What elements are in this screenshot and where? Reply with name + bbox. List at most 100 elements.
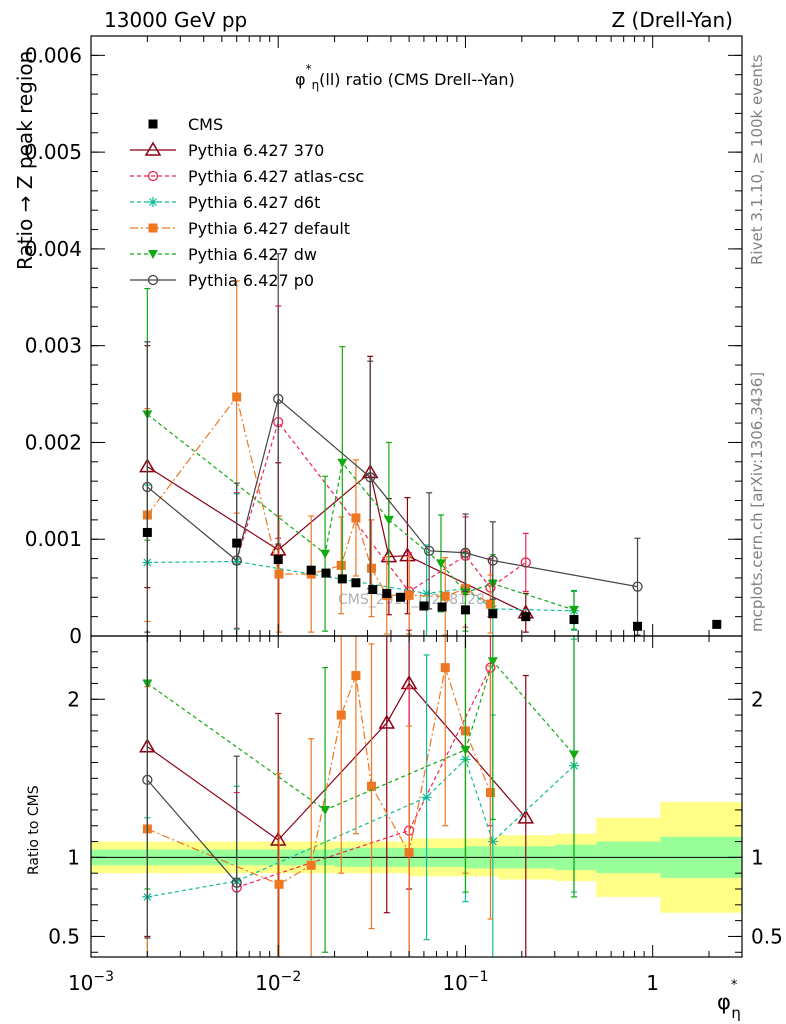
ratio-point-default — [274, 879, 284, 889]
top-point-d6t — [421, 588, 432, 599]
y-tick-label-ratio: 2 — [67, 687, 80, 711]
ratio-point-dw — [460, 745, 471, 755]
legend-entry: Pythia 6.427 p0 — [130, 271, 314, 290]
y-axis-label-top: Ratio → Z peak region — [13, 51, 37, 270]
ratio-point-d6t — [487, 836, 498, 847]
ratio-point-p0 — [231, 877, 242, 888]
y-tick-label-top: 0.001 — [25, 527, 82, 551]
header-left-label: 13000 GeV pp — [104, 8, 247, 32]
y-tick-label-ratio-right: 1 — [751, 845, 764, 869]
ratio-line-p0 — [146, 779, 238, 884]
y-tick-label-top: 0.003 — [25, 334, 82, 358]
top-point-CMS — [337, 574, 347, 584]
top-point-default — [440, 591, 450, 601]
top-point-default — [485, 599, 495, 609]
ratio-point-default — [306, 860, 316, 870]
top-point-p0 — [460, 547, 471, 558]
legend-label-dw: Pythia 6.427 dw — [188, 245, 317, 264]
ratio-series-dw — [142, 636, 579, 953]
top-panel-series — [139, 253, 722, 636]
y-tick-label-top: 0.006 — [25, 43, 82, 67]
legend-entry: Pythia 6.427 d6t — [130, 193, 320, 212]
legend-marker-CMS — [148, 119, 158, 129]
top-point-p0 — [632, 581, 643, 592]
ratio-point-370 — [517, 809, 535, 824]
y-tick-label-ratio-right: 2 — [751, 687, 764, 711]
x-tick-label-exponent: −2 — [281, 969, 302, 985]
top-point-p0 — [424, 545, 435, 556]
top-point-CMS — [460, 605, 470, 615]
title-rest: (ll) ratio (CMS Drell--Yan) — [319, 70, 515, 89]
legend-marker-p0 — [147, 274, 159, 286]
top-point-CMS — [569, 615, 579, 625]
top-point-dw — [337, 458, 348, 468]
x-tick-label-exponent: −1 — [468, 969, 489, 985]
ratio-series-p0 — [142, 636, 242, 957]
top-point-dw — [460, 588, 471, 598]
ratio-panel-series — [139, 636, 579, 957]
ratio-point-default — [351, 671, 361, 681]
top-line-dw — [146, 413, 575, 611]
top-point-CMS — [419, 601, 429, 611]
top-point-p0 — [231, 555, 242, 566]
top-point-CMS — [232, 538, 242, 548]
ratio-point-dw — [487, 657, 498, 667]
y-tick-label-top: 0.004 — [25, 237, 82, 261]
top-point-CMS — [273, 555, 283, 565]
ratio-series-atlas-csc — [231, 636, 496, 957]
top-point-CMS — [368, 585, 378, 595]
legend-marker-d6t — [148, 197, 158, 207]
top-point-p0 — [487, 555, 498, 566]
title-star: * — [306, 62, 312, 76]
top-point-dw — [568, 605, 579, 615]
ratio-point-d6t — [421, 792, 432, 803]
ratio-line-370 — [147, 682, 527, 841]
top-series-default — [142, 280, 495, 636]
legend-entry: Pythia 6.427 default — [130, 219, 350, 238]
legend-entry: Pythia 6.427 dw — [130, 245, 317, 264]
y-tick-label-top: 0.005 — [25, 140, 82, 164]
title-phi: φ — [295, 70, 306, 89]
ratio-point-default — [440, 663, 450, 673]
legend-entry: CMS — [148, 115, 223, 134]
ratio-line-default — [147, 667, 492, 885]
y-tick-label-top: 0.002 — [25, 430, 82, 454]
top-point-CMS — [488, 609, 498, 619]
legend-marker-atlas-csc — [147, 170, 159, 182]
x-tick-label-base: 10 — [255, 971, 280, 995]
top-point-default — [367, 563, 377, 573]
top-point-p0 — [365, 472, 376, 483]
ratio-point-p0 — [142, 774, 153, 786]
legend-marker-370 — [144, 141, 162, 156]
header-right-label: Z (Drell-Yan) — [611, 8, 733, 32]
legend-marker-dw — [148, 250, 158, 259]
top-point-CMS — [306, 565, 316, 575]
y-tick-label-ratio: 1 — [67, 845, 80, 869]
legend-label-CMS: CMS — [188, 115, 223, 134]
ratio-point-dw — [320, 805, 331, 815]
legend-label-atlas-csc: Pythia 6.427 atlas-csc — [188, 167, 364, 186]
ratio-point-default — [404, 848, 414, 858]
x-tick-label: 10−1 — [442, 969, 488, 995]
top-point-CMS — [396, 592, 406, 602]
top-series-p0 — [142, 253, 643, 636]
x-tick-label-exponent: −3 — [93, 969, 114, 985]
ratio-line-dw — [147, 660, 575, 811]
legend-entry: Pythia 6.427 370 — [130, 141, 324, 160]
top-point-370 — [399, 547, 416, 562]
top-point-370 — [269, 541, 287, 556]
top-point-default — [232, 392, 242, 402]
top-point-p0 — [273, 393, 284, 405]
x-tick-label: 10−2 — [255, 969, 301, 995]
ratio-point-370 — [378, 714, 396, 729]
top-series-CMS — [142, 527, 722, 631]
legend-entry: Pythia 6.427 atlas-csc — [130, 167, 364, 186]
top-point-dw — [435, 559, 446, 569]
mcplots-label: mcplots.cern.ch [arXiv:1306.3436] — [748, 372, 766, 632]
xlabel-eta: η — [731, 1004, 741, 1022]
top-point-dw — [383, 515, 394, 525]
top-point-default — [404, 590, 414, 600]
top-point-default — [336, 560, 346, 570]
legend-label-p0: Pythia 6.427 p0 — [188, 271, 314, 290]
